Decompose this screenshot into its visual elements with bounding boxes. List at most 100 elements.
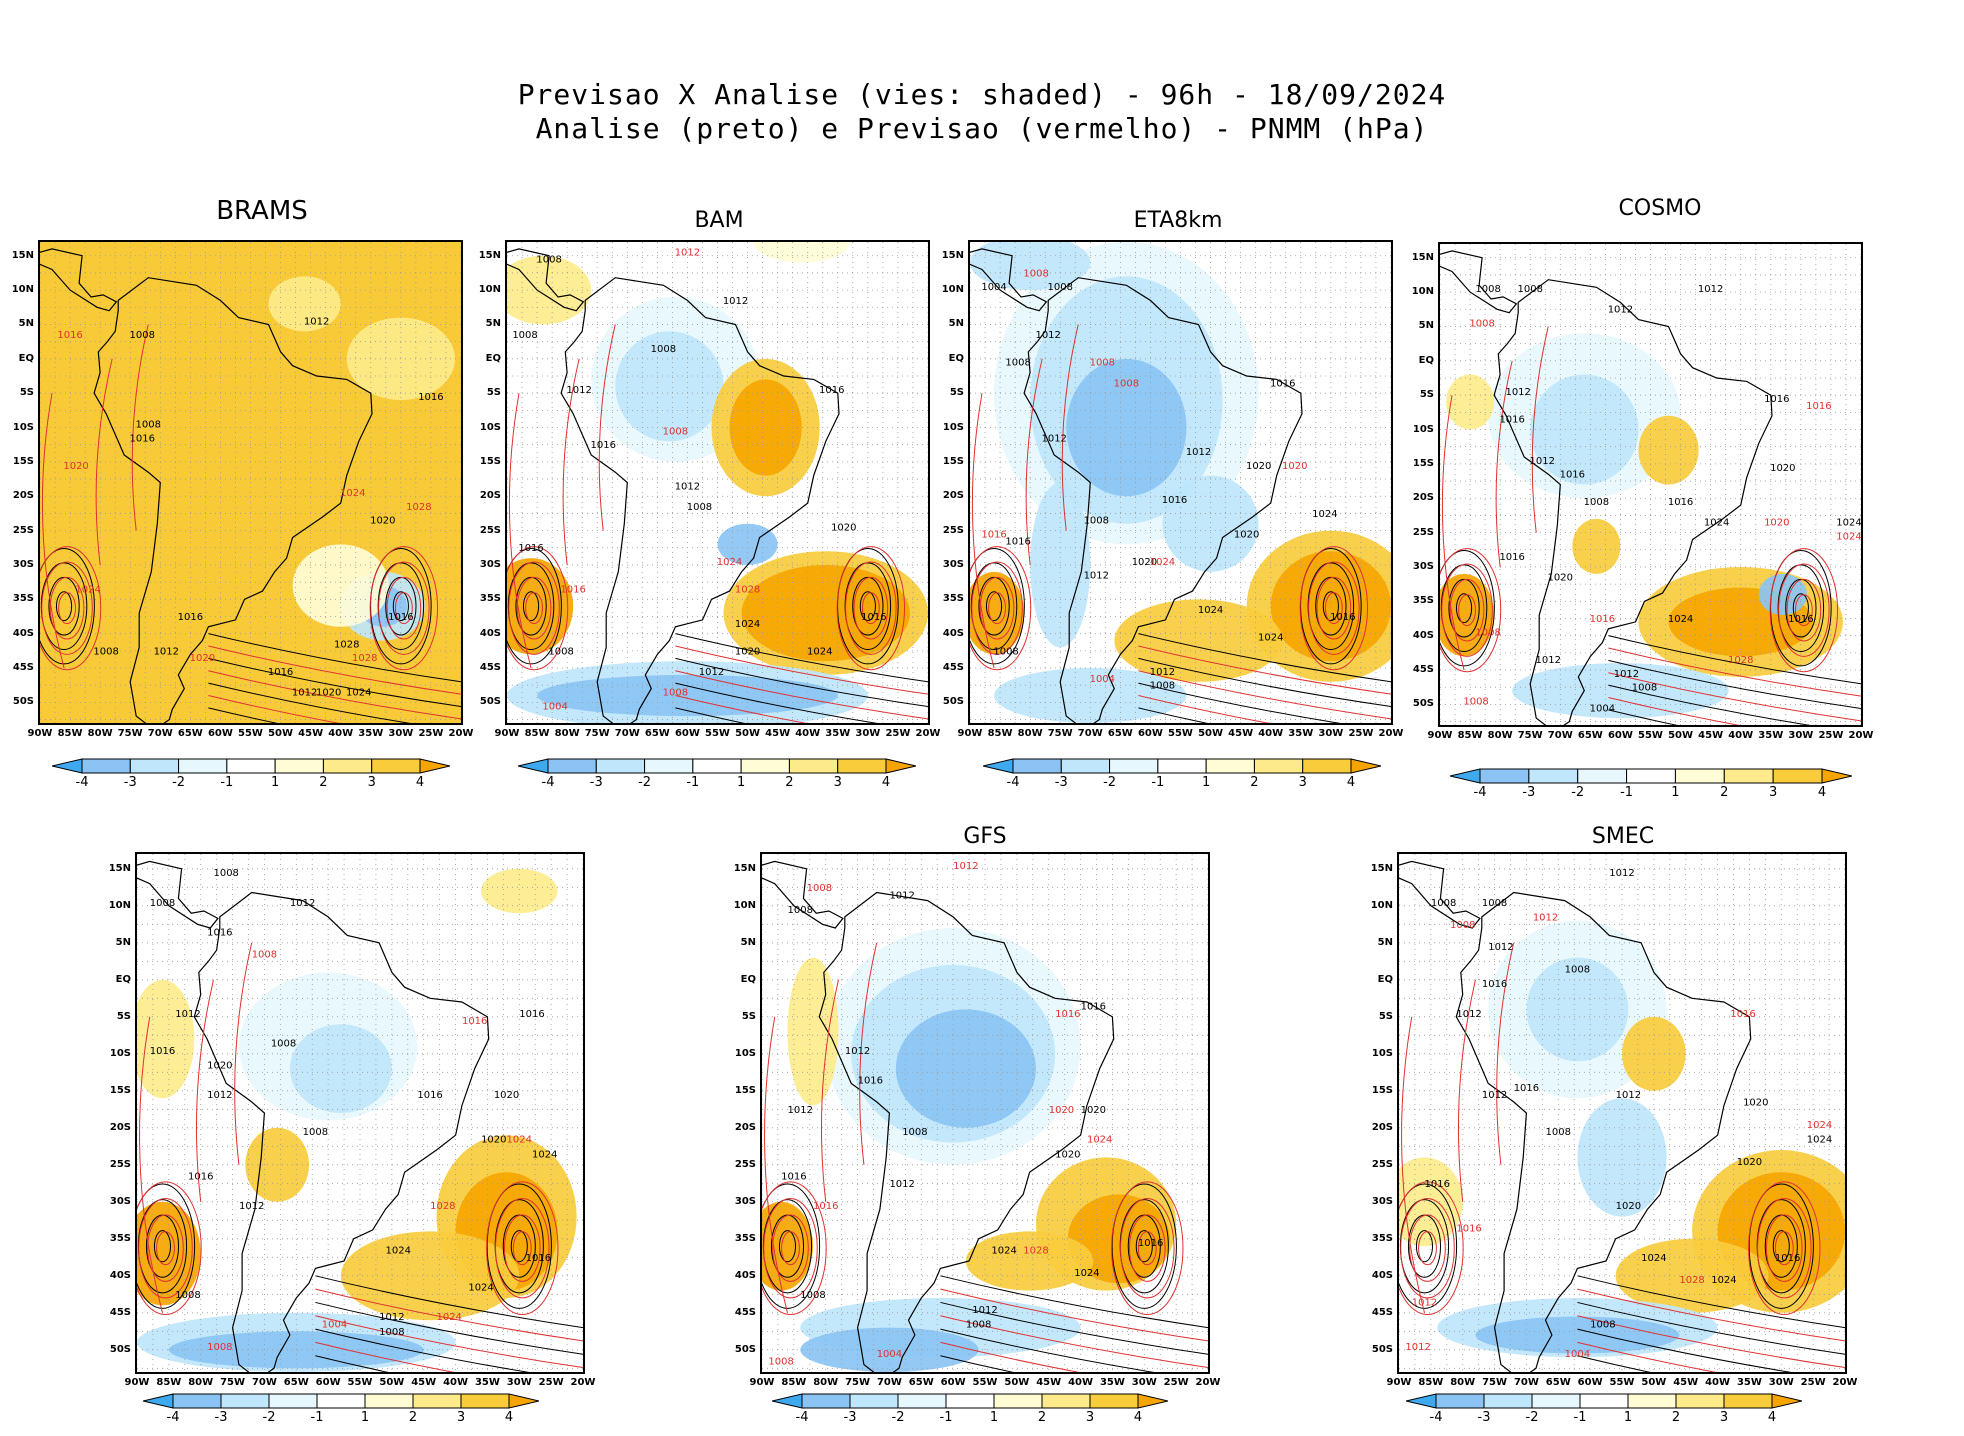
isobar-label: 1028: [352, 653, 377, 664]
isobar-label: 1012: [175, 1009, 200, 1020]
longitude-tick-label: 25W: [1818, 730, 1844, 741]
latitude-tick-label: 5S: [19, 387, 34, 399]
latitude-tick-label: 10N: [1411, 286, 1434, 298]
latitude-tick-label: 10N: [1370, 899, 1393, 911]
isobar-label: 1024: [1807, 1120, 1832, 1131]
analysis-isobar: [137, 1183, 196, 1309]
longitude-tick-label: 25W: [1348, 728, 1374, 739]
longitude-tick-label: 80W: [87, 728, 113, 739]
longitude-tick-label: 80W: [1450, 1377, 1476, 1388]
isobar-label: 1012: [1614, 669, 1639, 680]
colorbar-label: 1: [1623, 1410, 1633, 1425]
coastline-south-america: [818, 891, 1115, 1372]
longitude-tick-label: 30W: [1788, 730, 1814, 741]
forecast-isobar: [1496, 942, 1515, 1165]
panel-title: COSMO: [1618, 196, 1702, 221]
longitude-tick-label: 55W: [972, 1377, 998, 1388]
isobar-label: 1012: [290, 898, 315, 909]
longitude-tick-label: 50W: [268, 728, 294, 739]
longitude-tick-label: 25W: [1163, 1377, 1189, 1388]
colorbar-label: -3: [1477, 1410, 1491, 1425]
longitude-tick-label: 45W: [1228, 728, 1254, 739]
isobar-label: 1008: [1023, 268, 1048, 279]
longitude-tick-label: 80W: [188, 1377, 214, 1388]
longitude-tick-label: 90W: [957, 728, 983, 739]
isobar-contours: [762, 942, 1208, 1372]
isobar-label: 1024: [735, 619, 760, 630]
isobar-label: 1028: [1023, 1246, 1048, 1257]
isobar-contours: [40, 324, 461, 723]
isobar-label: 1012: [1041, 433, 1066, 444]
analysis-isobar: [1792, 593, 1809, 624]
colorbar-arrow-min: [983, 758, 1014, 774]
analysis-isobar: [208, 682, 411, 723]
latitude-tick-label: 40S: [942, 627, 964, 639]
isobar-label: 1024: [807, 646, 832, 657]
latitude-tick-label: 5N: [115, 936, 131, 948]
latitude-tick-label: 10S: [1412, 423, 1434, 435]
analysis-isobar: [940, 1355, 1014, 1372]
analysis-isobar: [762, 1183, 821, 1309]
isobar-label: 1016: [1138, 1238, 1163, 1249]
colorbar-segment: [1253, 758, 1304, 774]
colorbar-label: 4: [504, 1410, 514, 1425]
longitude-tick-label: 65W: [1577, 730, 1603, 741]
analysis-isobar: [315, 1328, 530, 1372]
longitude-tick-label: 40W: [1705, 1377, 1731, 1388]
latitude-tick-label: 40S: [1412, 629, 1434, 641]
colorbar-segment: [1060, 758, 1111, 774]
map-frame: 1008 1008 1012 1016 1008 1012 1016 1016 1008 1016…: [135, 852, 585, 1374]
forecast-isobar: [1308, 561, 1360, 655]
isobar-label: 1016: [560, 584, 585, 595]
colorbar-segment: [81, 758, 131, 774]
latitude-tick-label: 15S: [1412, 457, 1434, 469]
isobar-label: 1008: [1632, 683, 1657, 694]
isobar-label: 1008: [966, 1320, 991, 1331]
forecast-isobar: [1025, 358, 1043, 566]
map-frame: 1008 1012 1012 1008 1008 1012 1016 1008 1016 1012…: [505, 240, 930, 725]
isobar-label: 1016: [1764, 394, 1789, 405]
isobar-label: 1008: [130, 330, 155, 341]
isobar-label: 1012: [379, 1312, 404, 1323]
analysis-isobar: [208, 707, 278, 723]
bias-area: [970, 242, 1091, 291]
forecast-isobar: [1786, 578, 1822, 642]
longitude-tick-label: 70W: [147, 728, 173, 739]
forecast-isobar: [853, 576, 889, 640]
isobar-label: 1016: [518, 543, 543, 554]
forecast-isobar: [1608, 672, 1861, 722]
lat-lon-grid: [40, 242, 461, 723]
colorbar-segment: [1012, 758, 1062, 774]
forecast-isobar: [781, 1231, 800, 1266]
isobar-label: 1024: [1258, 633, 1283, 644]
isobar-label: 1008: [1584, 497, 1609, 508]
longitude-tick-label: 70W: [1077, 728, 1103, 739]
isobar-label: 1016: [207, 927, 232, 938]
coastline-central-america: [1440, 250, 1518, 314]
longitude-tick-label: 85W: [524, 728, 550, 739]
analysis-isobar: [675, 682, 878, 723]
isobar-label: 1004: [542, 701, 567, 712]
forecast-isobar: [836, 546, 906, 671]
bias-area: [729, 379, 802, 476]
isobar-label: 1020: [1132, 557, 1157, 568]
colorbar-arrow-min: [1450, 768, 1481, 784]
isobar-label: 1016: [1560, 470, 1585, 481]
isobar-label: 1008: [1517, 284, 1542, 295]
latitude-tick-label: 35S: [1412, 595, 1434, 607]
colorbar: [143, 1393, 539, 1409]
longitude-tick-label: 45W: [1036, 1377, 1062, 1388]
isobar-label: 1020: [1055, 1149, 1080, 1160]
latitude-tick-label: 45S: [109, 1306, 131, 1318]
longitude-tick-label: 40W: [1068, 1377, 1094, 1388]
isobar-label: 1012: [675, 481, 700, 492]
bias-area: [507, 255, 592, 325]
colorbar-segment: [1531, 1393, 1581, 1409]
forecast-isobar: [675, 670, 928, 720]
latitude-tick-label: 50S: [479, 696, 501, 708]
longitude-tick-label: 80W: [554, 728, 580, 739]
colorbar-segment: [1302, 758, 1352, 774]
forecast-isobar: [1794, 594, 1813, 627]
forecast-isobar: [1778, 563, 1830, 657]
isobar-label: 1012: [845, 1046, 870, 1057]
